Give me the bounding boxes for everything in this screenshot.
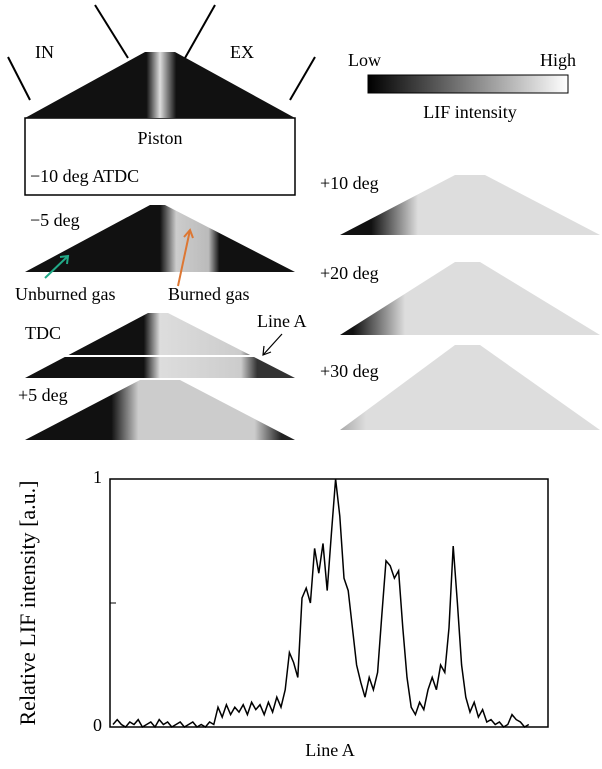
colorbar-label: Low bbox=[348, 50, 381, 70]
frame-image bbox=[340, 262, 600, 335]
label: Burned gas bbox=[168, 284, 249, 304]
y-tick-label: 1 bbox=[93, 467, 102, 487]
label: −5 deg bbox=[30, 210, 80, 230]
label: TDC bbox=[25, 323, 61, 343]
label: Piston bbox=[137, 128, 182, 148]
frame-image bbox=[25, 52, 295, 118]
colorbar-label: LIF intensity bbox=[423, 102, 517, 122]
label: IN bbox=[35, 42, 54, 62]
label: EX bbox=[230, 42, 254, 62]
colorbar bbox=[367, 74, 569, 94]
label: Unburned gas bbox=[15, 284, 115, 304]
frame-image bbox=[25, 205, 295, 272]
frame-image bbox=[340, 345, 600, 430]
y-axis-label: Relative LIF intensity [a.u.] bbox=[15, 481, 40, 726]
label: +20 deg bbox=[320, 263, 379, 283]
y-tick-label: 0 bbox=[93, 715, 102, 735]
colorbar-label: High bbox=[540, 50, 576, 70]
frame-image bbox=[25, 313, 295, 378]
frame-image bbox=[25, 380, 295, 440]
label: Line A bbox=[257, 311, 307, 331]
plot-frame bbox=[109, 478, 549, 728]
label: −10 deg ATDC bbox=[30, 166, 139, 186]
label: +10 deg bbox=[320, 173, 379, 193]
label: +5 deg bbox=[18, 385, 68, 405]
frame-image bbox=[340, 175, 600, 235]
x-axis-label: Line A bbox=[305, 740, 355, 760]
data-line bbox=[112, 478, 530, 729]
arrows bbox=[44, 228, 283, 356]
label: +30 deg bbox=[320, 361, 379, 381]
